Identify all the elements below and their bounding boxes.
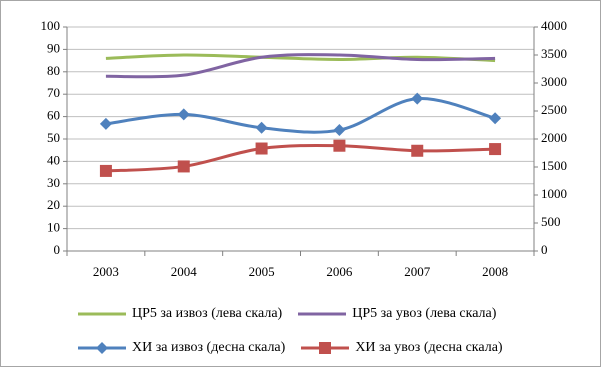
left-axis-tick-label: 30 [47,175,60,190]
right-axis-tick-label: 1000 [541,186,567,201]
series-line-3 [105,144,496,173]
left-axis-tick-label: 100 [41,18,61,33]
right-axis-tick-label: 4000 [541,18,567,33]
series-2-point [99,117,112,130]
right-axis-tick-label: 500 [541,214,561,229]
right-axis-tick-label: 2500 [541,102,567,117]
series-3-point [489,143,502,156]
series-2-point [333,124,346,137]
series-2-point [255,121,268,134]
left-axis-tick-label: 20 [47,197,60,212]
x-axis-tick-label: 2005 [249,264,275,279]
series-2-point [177,108,190,121]
left-axis-tick-label: 80 [47,63,60,78]
left-axis-tick-label: 40 [47,152,60,167]
series-line-0 [105,53,496,63]
legend: ЦР5 за извоз (лева скала) ЦР5 за увоз (л… [0,300,601,367]
right-axis-tick-label: 3500 [541,46,567,61]
left-axis-tick-label: 50 [47,130,60,145]
legend-row-1: ЦР5 за извоз (лева скала) ЦР5 за увоз (л… [76,304,510,324]
series-2-point [411,92,424,105]
series-3-point [99,164,112,177]
right-axis-tick-label: 1500 [541,158,567,173]
x-axis-tick-label: 2004 [171,264,198,279]
series-3-point [333,139,346,152]
series-3-point [177,160,190,173]
right-axis-tick-label: 2000 [541,130,567,145]
legend-label-cr5-import: ЦР5 за увоз (лева скала) [352,306,497,321]
legend-label-cr5-export: ЦР5 за извоз (лева скала) [132,306,283,321]
legend-swatch-cr5-import [298,312,347,316]
legend-row-2: ХИ за извоз (десна скала) ХИ за увоз (де… [76,338,517,358]
left-axis-tick-label: 70 [47,85,60,100]
legend-item-hi-import: ХИ за увоз (десна скала) [299,340,503,356]
legend-item-hi-export: ХИ за извоз (десна скала) [76,340,285,356]
legend-swatch-cr5-export [78,312,126,316]
left-axis-tick-label: 0 [54,242,61,257]
left-axis-tick-label: 10 [47,220,60,235]
series-line-2 [105,97,496,134]
legend-swatch-hi-import [301,342,350,354]
legend-label-hi-import: ХИ за увоз (десна скала) [355,340,503,355]
x-axis-tick-label: 2003 [93,264,119,279]
left-axis-tick-label: 90 [47,40,60,55]
series-line-1 [105,53,496,79]
legend-item-cr5-import: ЦР5 за увоз (лева скала) [296,306,496,322]
legend-swatch-hi-export [78,342,126,354]
right-axis-tick-label: 0 [541,242,548,257]
series-2-point [489,112,502,125]
legend-label-hi-export: ХИ за извоз (десна скала) [132,340,286,355]
right-axis-tick-label: 3000 [541,74,567,89]
legend-item-cr5-export: ЦР5 за извоз (лева скала) [76,306,282,322]
x-axis-tick-label: 2008 [482,264,508,279]
x-axis-tick-label: 2007 [404,264,431,279]
series-3-point [255,142,268,155]
left-axis-tick-label: 60 [47,108,60,123]
x-axis-tick-label: 2006 [326,264,353,279]
series-3-point [411,144,424,157]
